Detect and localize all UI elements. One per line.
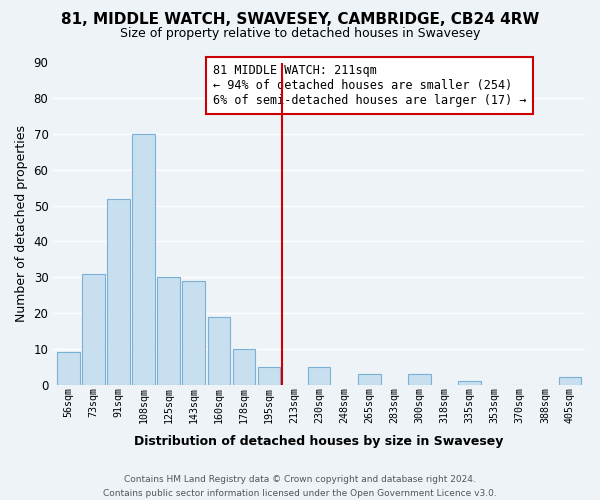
Bar — [308, 366, 331, 384]
Bar — [82, 274, 105, 384]
Bar — [559, 378, 581, 384]
Bar — [458, 381, 481, 384]
Bar — [157, 277, 180, 384]
X-axis label: Distribution of detached houses by size in Swavesey: Distribution of detached houses by size … — [134, 434, 504, 448]
Bar — [233, 349, 255, 384]
Bar — [208, 316, 230, 384]
Bar — [57, 352, 80, 384]
Text: Size of property relative to detached houses in Swavesey: Size of property relative to detached ho… — [120, 28, 480, 40]
Bar — [408, 374, 431, 384]
Bar — [107, 198, 130, 384]
Bar — [257, 366, 280, 384]
Y-axis label: Number of detached properties: Number of detached properties — [15, 125, 28, 322]
Bar — [132, 134, 155, 384]
Bar — [358, 374, 380, 384]
Bar — [182, 281, 205, 384]
Text: 81, MIDDLE WATCH, SWAVESEY, CAMBRIDGE, CB24 4RW: 81, MIDDLE WATCH, SWAVESEY, CAMBRIDGE, C… — [61, 12, 539, 28]
Text: 81 MIDDLE WATCH: 211sqm
← 94% of detached houses are smaller (254)
6% of semi-de: 81 MIDDLE WATCH: 211sqm ← 94% of detache… — [213, 64, 526, 107]
Text: Contains HM Land Registry data © Crown copyright and database right 2024.
Contai: Contains HM Land Registry data © Crown c… — [103, 476, 497, 498]
